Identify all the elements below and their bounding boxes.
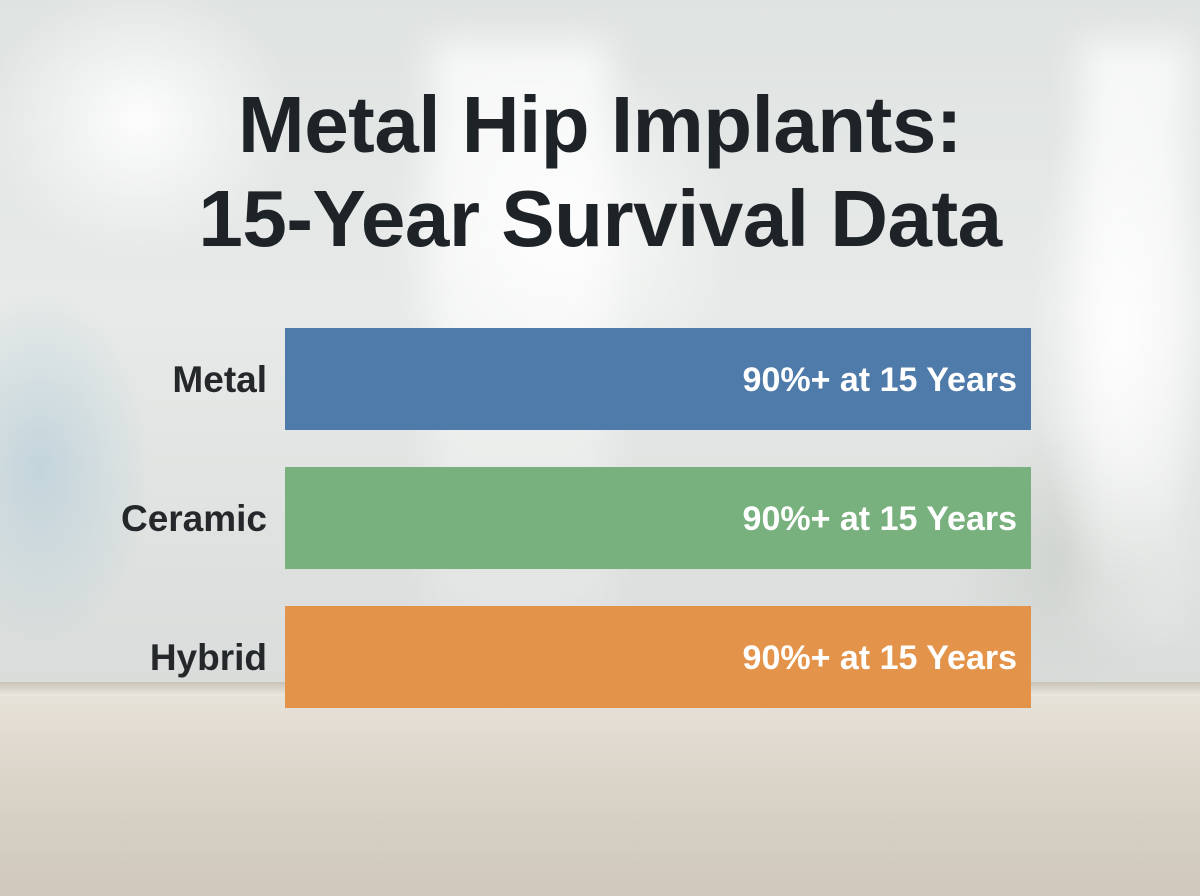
background-countertop bbox=[0, 682, 1200, 896]
chart-title-line-1: Metal Hip Implants: bbox=[238, 80, 962, 169]
bar-metal bbox=[285, 328, 1031, 430]
value-label-hybrid: 90%+ at 15 Years bbox=[743, 639, 1017, 677]
category-label-hybrid: Hybrid bbox=[150, 637, 267, 678]
value-label-ceramic: 90%+ at 15 Years bbox=[743, 500, 1017, 538]
category-label-metal: Metal bbox=[172, 359, 267, 400]
chart-title-line-2: 15-Year Survival Data bbox=[198, 174, 1002, 263]
background-window-light-right bbox=[1080, 40, 1190, 640]
category-label-ceramic: Ceramic bbox=[121, 498, 267, 539]
chart-title: Metal Hip Implants: 15-Year Survival Dat… bbox=[0, 78, 1200, 266]
bar-hybrid bbox=[285, 606, 1031, 708]
bar-ceramic bbox=[285, 467, 1031, 569]
value-label-metal: 90%+ at 15 Years bbox=[743, 361, 1017, 399]
